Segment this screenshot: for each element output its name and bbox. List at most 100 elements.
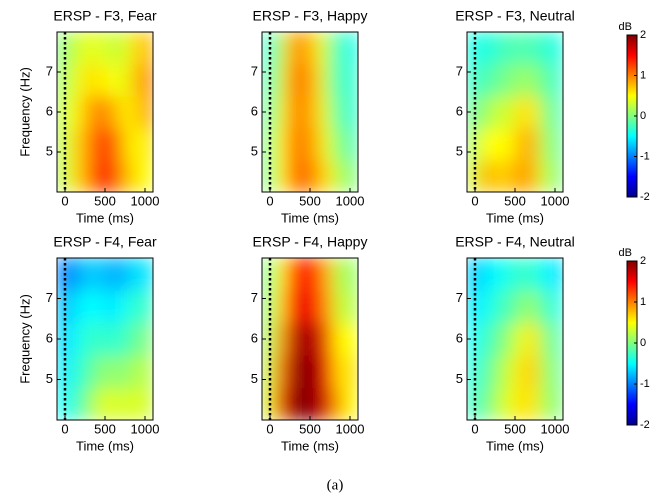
heatmap-cell bbox=[116, 387, 130, 420]
heatmap-cell bbox=[538, 95, 552, 129]
heatmap-cell bbox=[467, 95, 480, 129]
heatmap-cell bbox=[538, 258, 552, 291]
heatmap-cell bbox=[550, 32, 563, 65]
heatmap-cell bbox=[490, 258, 504, 291]
heatmap-cell bbox=[297, 159, 311, 192]
heatmap-cell bbox=[550, 258, 563, 291]
y-tick-label: 5 bbox=[251, 143, 258, 158]
heatmap-cell bbox=[309, 387, 323, 420]
heatmap-cell bbox=[128, 32, 142, 65]
y-tick-label: 6 bbox=[46, 103, 53, 118]
heatmap-cell bbox=[262, 127, 275, 161]
heatmap-cell bbox=[333, 387, 347, 420]
heatmap-cell bbox=[467, 258, 480, 291]
heatmap-cell bbox=[80, 159, 94, 192]
x-tick-label: 1000 bbox=[541, 421, 570, 436]
colorbar-tick-label: -2 bbox=[640, 419, 650, 431]
heatmap-cell bbox=[262, 159, 275, 192]
heatmap-cell bbox=[116, 258, 130, 291]
heatmap-cell bbox=[273, 322, 287, 356]
y-tick-label: 5 bbox=[456, 371, 463, 386]
heatmap-cell bbox=[140, 95, 153, 129]
heatmap-area bbox=[57, 258, 153, 420]
x-axis-label: Time (ms) bbox=[76, 210, 134, 225]
heatmap-cell bbox=[297, 258, 311, 291]
heatmap-cell bbox=[538, 354, 552, 389]
heatmap-cell bbox=[262, 63, 275, 97]
heatmap-cell bbox=[514, 159, 528, 192]
heatmap-cell bbox=[550, 159, 563, 192]
heatmap-cell bbox=[140, 32, 153, 65]
heatmap-cell bbox=[104, 32, 118, 65]
heatmap-cell bbox=[92, 127, 106, 161]
heatmap-cell bbox=[92, 95, 106, 129]
heatmap-cell bbox=[128, 95, 142, 129]
heatmap-cell bbox=[333, 289, 347, 324]
heatmap-cell bbox=[514, 354, 528, 389]
heatmap-cell bbox=[285, 289, 299, 324]
heatmap-cell bbox=[467, 63, 480, 97]
heatmap-cell bbox=[116, 322, 130, 356]
x-tick-label: 0 bbox=[61, 193, 68, 208]
y-tick-label: 7 bbox=[46, 290, 53, 305]
x-tick-label: 1000 bbox=[336, 421, 365, 436]
y-tick-label: 7 bbox=[456, 63, 463, 78]
heatmap-cell bbox=[92, 354, 106, 389]
heatmap-cell bbox=[92, 289, 106, 324]
heatmap-cell bbox=[309, 289, 323, 324]
heatmap-cell bbox=[262, 387, 275, 420]
x-tick-label: 0 bbox=[266, 193, 273, 208]
heatmap-cell bbox=[285, 32, 299, 65]
heatmap-cell bbox=[57, 32, 70, 65]
heatmap-cell bbox=[140, 63, 153, 97]
y-tick-label: 6 bbox=[251, 103, 258, 118]
heatmap-cell bbox=[321, 159, 335, 192]
heatmap-cell bbox=[128, 289, 142, 324]
heatmap-cell bbox=[57, 159, 70, 192]
chart-title: ERSP - F4, Fear bbox=[53, 234, 157, 250]
colorbar-label: dB bbox=[619, 21, 632, 33]
heatmap-cell bbox=[140, 322, 153, 356]
chart-title: ERSP - F4, Happy bbox=[253, 234, 368, 250]
heatmap-cell bbox=[478, 95, 492, 129]
heatmap-cell bbox=[333, 127, 347, 161]
heatmap-cell bbox=[526, 159, 540, 192]
heatmap-area bbox=[262, 258, 358, 420]
heatmap-cell bbox=[104, 159, 118, 192]
heatmap-cell bbox=[285, 322, 299, 356]
heatmap-cell bbox=[297, 127, 311, 161]
x-tick-label: 0 bbox=[471, 193, 478, 208]
heatmap-cell bbox=[128, 322, 142, 356]
y-tick-label: 6 bbox=[251, 330, 258, 345]
heatmap-cell bbox=[68, 32, 82, 65]
heatmap-cell bbox=[333, 354, 347, 389]
heatmap-cell bbox=[478, 258, 492, 291]
colorbar-tick-label: 1 bbox=[640, 69, 646, 81]
heatmap-cell bbox=[538, 159, 552, 192]
y-axis-label: Frequency (Hz) bbox=[17, 67, 32, 157]
heatmap-cell bbox=[80, 127, 94, 161]
heatmap-cell bbox=[57, 258, 70, 291]
heatmap-cell bbox=[490, 289, 504, 324]
heatmap-cell bbox=[467, 127, 480, 161]
heatmap-area bbox=[262, 32, 358, 192]
heatmap-cell bbox=[92, 159, 106, 192]
heatmap-cell bbox=[333, 95, 347, 129]
heatmap-cell bbox=[514, 387, 528, 420]
heatmap-cell bbox=[333, 322, 347, 356]
heatmap-cell bbox=[128, 258, 142, 291]
heatmap-cell bbox=[345, 95, 358, 129]
heatmap-cell bbox=[345, 258, 358, 291]
heatmap-cell bbox=[478, 159, 492, 192]
heatmap-cell bbox=[140, 289, 153, 324]
x-tick-label: 500 bbox=[299, 421, 321, 436]
x-axis-label: Time (ms) bbox=[76, 438, 134, 453]
heatmap-cell bbox=[467, 322, 480, 356]
heatmap-cell bbox=[550, 63, 563, 97]
heatmap-cell bbox=[104, 387, 118, 420]
x-tick-label: 1000 bbox=[131, 193, 160, 208]
heatmap-cell bbox=[80, 387, 94, 420]
heatmap-cell bbox=[502, 354, 516, 389]
heatmap-cell bbox=[538, 63, 552, 97]
heatmap-cell bbox=[104, 127, 118, 161]
